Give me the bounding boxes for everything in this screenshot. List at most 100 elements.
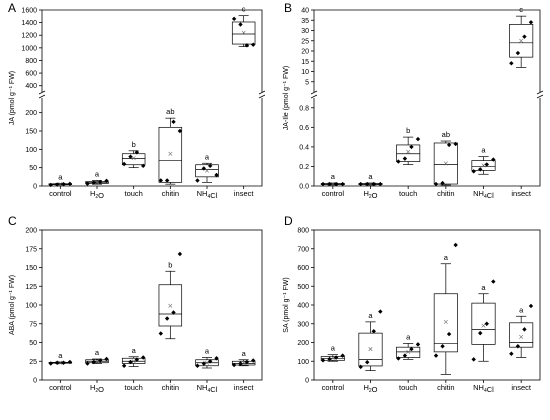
data-point [484, 321, 489, 326]
box [158, 126, 183, 183]
y-tick-label: 200 [25, 110, 37, 117]
x-tick-label: touch [124, 383, 142, 392]
box-insect: a [509, 303, 534, 358]
significance-letter: b [132, 140, 136, 149]
significance-letter: ab [166, 107, 174, 116]
box-insect: a [231, 349, 256, 368]
data-point [340, 353, 345, 358]
box-control: a [48, 172, 73, 188]
data-point [409, 346, 414, 352]
data-point [238, 22, 243, 27]
x-tick-label: touch [124, 189, 142, 198]
y-tick-label: 40 [301, 8, 309, 15]
significance-letter: b [406, 126, 410, 135]
x-tick-label: NH4Cl [197, 189, 218, 200]
y-tick-label: 700 [297, 246, 309, 253]
mean-marker [168, 303, 173, 308]
y-tick-label: 300 [297, 321, 309, 328]
data-point [515, 344, 521, 349]
y-tick-label: 0.2 [299, 164, 309, 171]
data-point [378, 181, 383, 187]
data-point [207, 359, 213, 364]
panel-letter: B [284, 1, 292, 15]
data-point [365, 181, 370, 187]
x-tick-label: chitin [437, 189, 455, 198]
x-tick-label: H2O [363, 189, 377, 200]
y-tick-label: 75 [29, 321, 37, 328]
mean-marker [443, 319, 448, 324]
axis-break-mark [536, 90, 544, 99]
box-touch: b [396, 126, 421, 165]
significance-letter: a [331, 172, 336, 181]
data-point [327, 181, 332, 187]
data-point [320, 181, 326, 187]
y-tick-label: 100 [25, 303, 37, 310]
data-point [333, 355, 339, 360]
y-tick-label: 1000 [21, 45, 37, 52]
data-point [231, 16, 237, 22]
mean-marker [519, 38, 524, 43]
x-tick-label: NH4Cl [473, 383, 494, 394]
data-point [409, 144, 414, 150]
mean-marker [443, 161, 448, 166]
data-point [433, 181, 439, 187]
mean-marker [330, 182, 335, 187]
x-tick-label: chitin [162, 189, 180, 198]
data-point [195, 178, 200, 183]
data-point [61, 181, 66, 187]
data-point [528, 303, 534, 309]
data-point [378, 309, 383, 314]
data-point [491, 279, 496, 284]
data-point [251, 42, 256, 47]
x-tick-label: insect [511, 189, 532, 198]
data-point [440, 344, 445, 349]
panel-letter: A [8, 1, 16, 15]
panel-b: B JA-Ile (pmol g⁻¹ FW) 0.0 0.2 0.4 0.6 0.8 5 10 1… [283, 1, 544, 200]
y-tick-label: 150 [25, 265, 37, 272]
mean-marker [94, 180, 100, 185]
y-tick-label: 0.0 [299, 184, 309, 191]
significance-letter: a [368, 311, 373, 320]
y-tick-label: 600 [25, 71, 37, 78]
x-tick-label: control [49, 383, 72, 392]
data-point [396, 159, 401, 164]
x-tick-label: control [49, 189, 72, 198]
box-NH₄Cl: a [471, 279, 496, 362]
significance-letter: a [95, 348, 100, 357]
data-point [484, 162, 489, 167]
x-tick-label: control [322, 189, 345, 198]
box-H₂O: a [85, 348, 109, 366]
data-point [201, 361, 207, 366]
plot-frame [41, 229, 263, 381]
y-tick-label: 0 [33, 184, 37, 191]
data-point [141, 355, 146, 360]
data-point [433, 353, 439, 358]
box-NH₄Cl: a [471, 146, 496, 175]
significance-letter: a [205, 152, 210, 161]
y-tick-label: 800 [25, 58, 37, 65]
y-tick-label: 20 [301, 49, 309, 56]
significance-letter: a [331, 344, 336, 353]
data-point [333, 181, 339, 187]
y-tick-label: 800 [297, 228, 309, 235]
axis-break-mark [310, 90, 318, 99]
data-point [453, 242, 458, 248]
data-point [509, 61, 514, 66]
plot-frame-upper [41, 9, 263, 92]
mean-marker [368, 182, 373, 187]
data-point [396, 356, 401, 361]
significance-letter: a [132, 346, 137, 355]
mean-marker [481, 163, 486, 168]
data-point [54, 182, 60, 187]
y-tick-label: 150 [25, 129, 37, 136]
data-point [91, 359, 97, 365]
data-point [48, 361, 53, 366]
data-point [158, 331, 163, 336]
data-point [402, 353, 408, 358]
box [509, 322, 534, 348]
data-point [320, 358, 326, 363]
plot-frame [313, 229, 541, 381]
significance-letter: a [58, 351, 63, 360]
box [121, 153, 146, 166]
data-point [371, 181, 376, 187]
